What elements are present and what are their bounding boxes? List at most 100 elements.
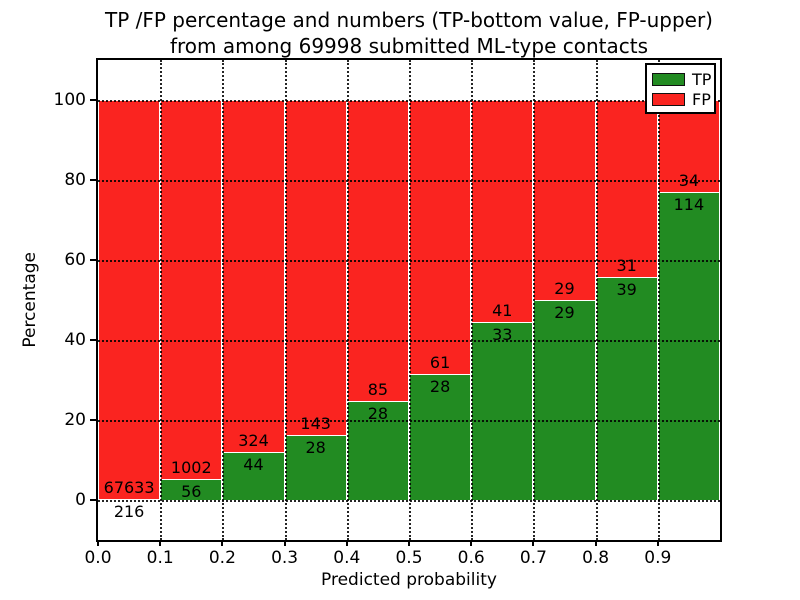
fp-count-label: 85 — [367, 379, 389, 399]
x-tick-label: 0.4 — [333, 548, 361, 568]
fp-count-label: 143 — [300, 413, 331, 433]
y-tick-mark — [90, 419, 98, 421]
legend-swatch-fp — [652, 92, 685, 106]
bar-fp-segment — [595, 100, 658, 278]
bar-tp-segment — [409, 374, 472, 500]
bar-fp-segment — [533, 100, 596, 300]
x-tick-mark — [408, 540, 410, 546]
fp-count-label: 41 — [492, 300, 513, 320]
bar-fp-segment — [222, 100, 285, 453]
tp-count-label: 216 — [113, 501, 145, 521]
x-tick-label: 0.9 — [644, 548, 672, 568]
y-tick-label: 0 — [75, 490, 86, 510]
y-tick-mark — [90, 499, 98, 501]
fp-count-label: 61 — [429, 353, 451, 373]
y-tick-mark — [90, 179, 98, 181]
bar-fp-segment — [471, 100, 534, 322]
bar-fp-segment — [409, 100, 472, 375]
fp-count-label: 34 — [678, 170, 700, 190]
x-axis-label: Predicted probability — [321, 570, 497, 590]
x-tick-mark — [656, 540, 659, 546]
legend-swatch-tp — [652, 72, 685, 86]
horizontal-gridline — [98, 100, 720, 102]
chart-title-line2: from among 69998 submitted ML-type conta… — [169, 34, 649, 58]
y-tick-label: 100 — [53, 90, 86, 110]
vertical-gridline — [409, 60, 411, 540]
fp-count-label: 1002 — [170, 457, 212, 477]
fp-count-label: 29 — [554, 279, 575, 298]
y-tick-mark — [90, 339, 98, 341]
bar-tp-segment — [284, 434, 347, 500]
legend-label: FP — [692, 89, 711, 109]
horizontal-gridline — [98, 420, 720, 422]
x-tick-mark — [283, 540, 286, 546]
y-tick-label: 60 — [64, 250, 86, 270]
plot-area: 67633 216 1002 56 324 44 143 28 85 28 61 28 41 33 29 29… — [98, 60, 720, 540]
tp-count-label: 28 — [305, 437, 326, 457]
bar-fp-segment — [284, 100, 347, 435]
y-tick-label: 80 — [64, 170, 86, 190]
vertical-gridline — [657, 60, 660, 540]
bar-tp-segment — [471, 321, 534, 500]
horizontal-gridline — [98, 180, 720, 182]
fp-count-label: 31 — [616, 256, 637, 276]
tp-count-label: 29 — [554, 303, 575, 322]
legend-label: TP — [692, 69, 712, 89]
legend: TP FP — [645, 63, 716, 114]
fp-count-label: 67633 — [103, 477, 155, 497]
y-axis-label: Percentage — [20, 60, 40, 540]
bar-tp-segment — [657, 191, 720, 500]
bar-tp-segment — [595, 277, 658, 500]
x-tick-label: 0.6 — [457, 548, 485, 568]
x-tick-label: 0.7 — [519, 548, 547, 568]
y-axis-label-text: Percentage — [20, 252, 40, 348]
vertical-gridline — [471, 60, 474, 540]
vertical-gridline — [222, 60, 225, 540]
bar-tp-segment — [222, 452, 285, 500]
x-tick-label: 0.3 — [271, 548, 299, 568]
bar-tp-segment — [346, 400, 409, 500]
bar-tp-segment — [533, 300, 596, 500]
tp-count-label: 44 — [243, 455, 264, 475]
tp-count-label: 33 — [492, 324, 513, 344]
bar-fp-segment — [346, 100, 409, 401]
horizontal-gridline — [98, 260, 720, 262]
x-tick-mark — [97, 540, 99, 546]
y-tick-label: 20 — [64, 410, 86, 430]
x-tick-label: 0.2 — [208, 548, 236, 568]
vertical-gridline — [595, 60, 598, 540]
vertical-gridline — [160, 60, 163, 540]
x-tick-label: 0.8 — [582, 548, 610, 568]
vertical-gridline — [533, 60, 536, 540]
x-tick-label: 0.5 — [395, 548, 423, 568]
vertical-gridline — [346, 60, 349, 540]
bar-fp-segment — [98, 100, 161, 499]
tp-count-label: 39 — [616, 280, 637, 300]
y-tick-mark — [90, 259, 98, 261]
vertical-gridline — [284, 60, 287, 540]
y-tick-mark — [90, 99, 98, 101]
horizontal-gridline — [98, 340, 720, 342]
tp-count-label: 28 — [429, 377, 451, 397]
tp-count-label: 28 — [367, 403, 389, 423]
x-tick-mark — [594, 540, 597, 546]
fp-count-label: 324 — [238, 431, 269, 451]
tp-count-label: 114 — [673, 194, 705, 214]
x-tick-label: 0.0 — [84, 548, 112, 568]
x-tick-label: 0.1 — [146, 548, 174, 568]
chart-title-line1: TP /FP percentage and numbers (TP-bottom… — [105, 8, 713, 32]
y-tick-label: 40 — [64, 330, 86, 350]
legend-item-tp: TP — [652, 69, 712, 89]
x-tick-mark — [532, 540, 535, 546]
chart-title: TP /FP percentage and numbers (TP-bottom… — [97, 7, 721, 59]
x-tick-mark — [159, 540, 162, 546]
legend-item-fp: FP — [652, 89, 711, 109]
x-tick-mark — [470, 540, 473, 546]
horizontal-gridline — [98, 500, 720, 502]
x-tick-mark — [221, 540, 224, 546]
x-tick-mark — [345, 540, 348, 546]
tp-count-label: 56 — [181, 481, 202, 501]
bar-fp-segment — [657, 100, 720, 192]
bar-tp-segment — [98, 498, 161, 500]
